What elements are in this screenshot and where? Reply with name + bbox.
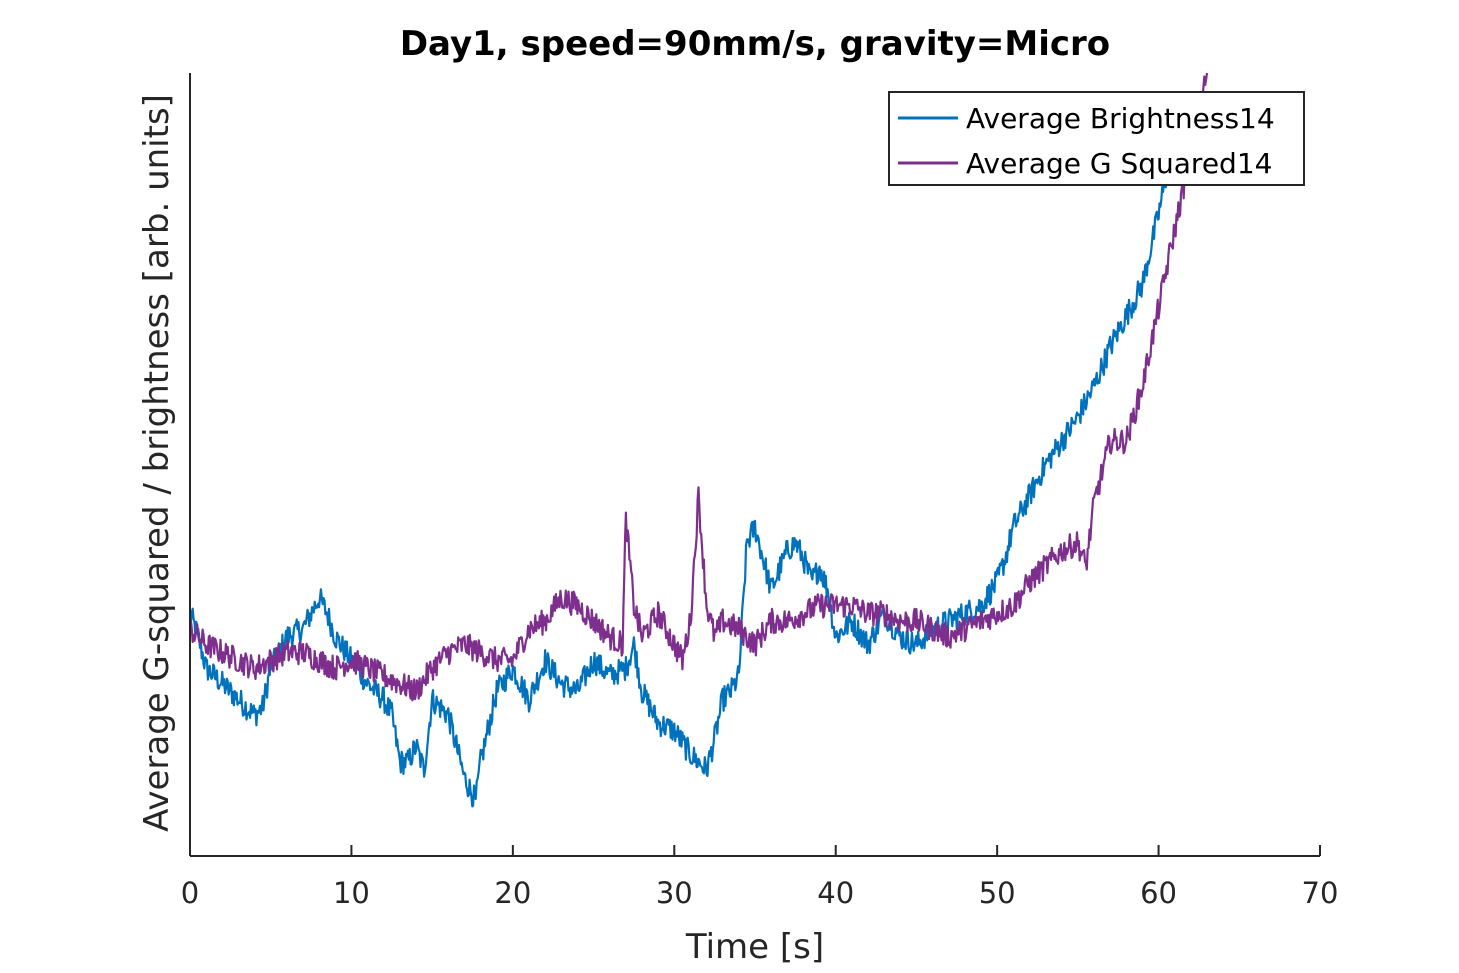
legend-label-g-squared: Average G Squared14 <box>966 147 1272 180</box>
x-axis-ticks: 0 10 20 30 40 50 60 70 <box>181 845 1339 910</box>
x-tick-label: 0 <box>181 876 199 910</box>
series-line-1 <box>190 73 1209 702</box>
legend-box <box>888 91 1305 186</box>
x-tick-label: 50 <box>979 876 1016 910</box>
x-tick-label: 20 <box>494 876 531 910</box>
x-tick-label: 70 <box>1302 876 1339 910</box>
plot-area <box>190 73 1209 808</box>
legend-label-brightness: Average Brightness14 <box>966 102 1275 135</box>
x-tick-label: 10 <box>333 876 370 910</box>
x-tick-label: 60 <box>1140 876 1177 910</box>
x-axis-label: Time [s] <box>685 927 824 967</box>
chart-title: Day1, speed=90mm/s, gravity=Micro <box>400 24 1110 64</box>
x-tick-label: 30 <box>656 876 693 910</box>
legend: Average Brightness14 Average G Squared14 <box>888 91 1305 186</box>
x-tick-label: 40 <box>817 876 854 910</box>
y-axis-label: Average G-squared / brightness [arb. uni… <box>137 94 177 832</box>
